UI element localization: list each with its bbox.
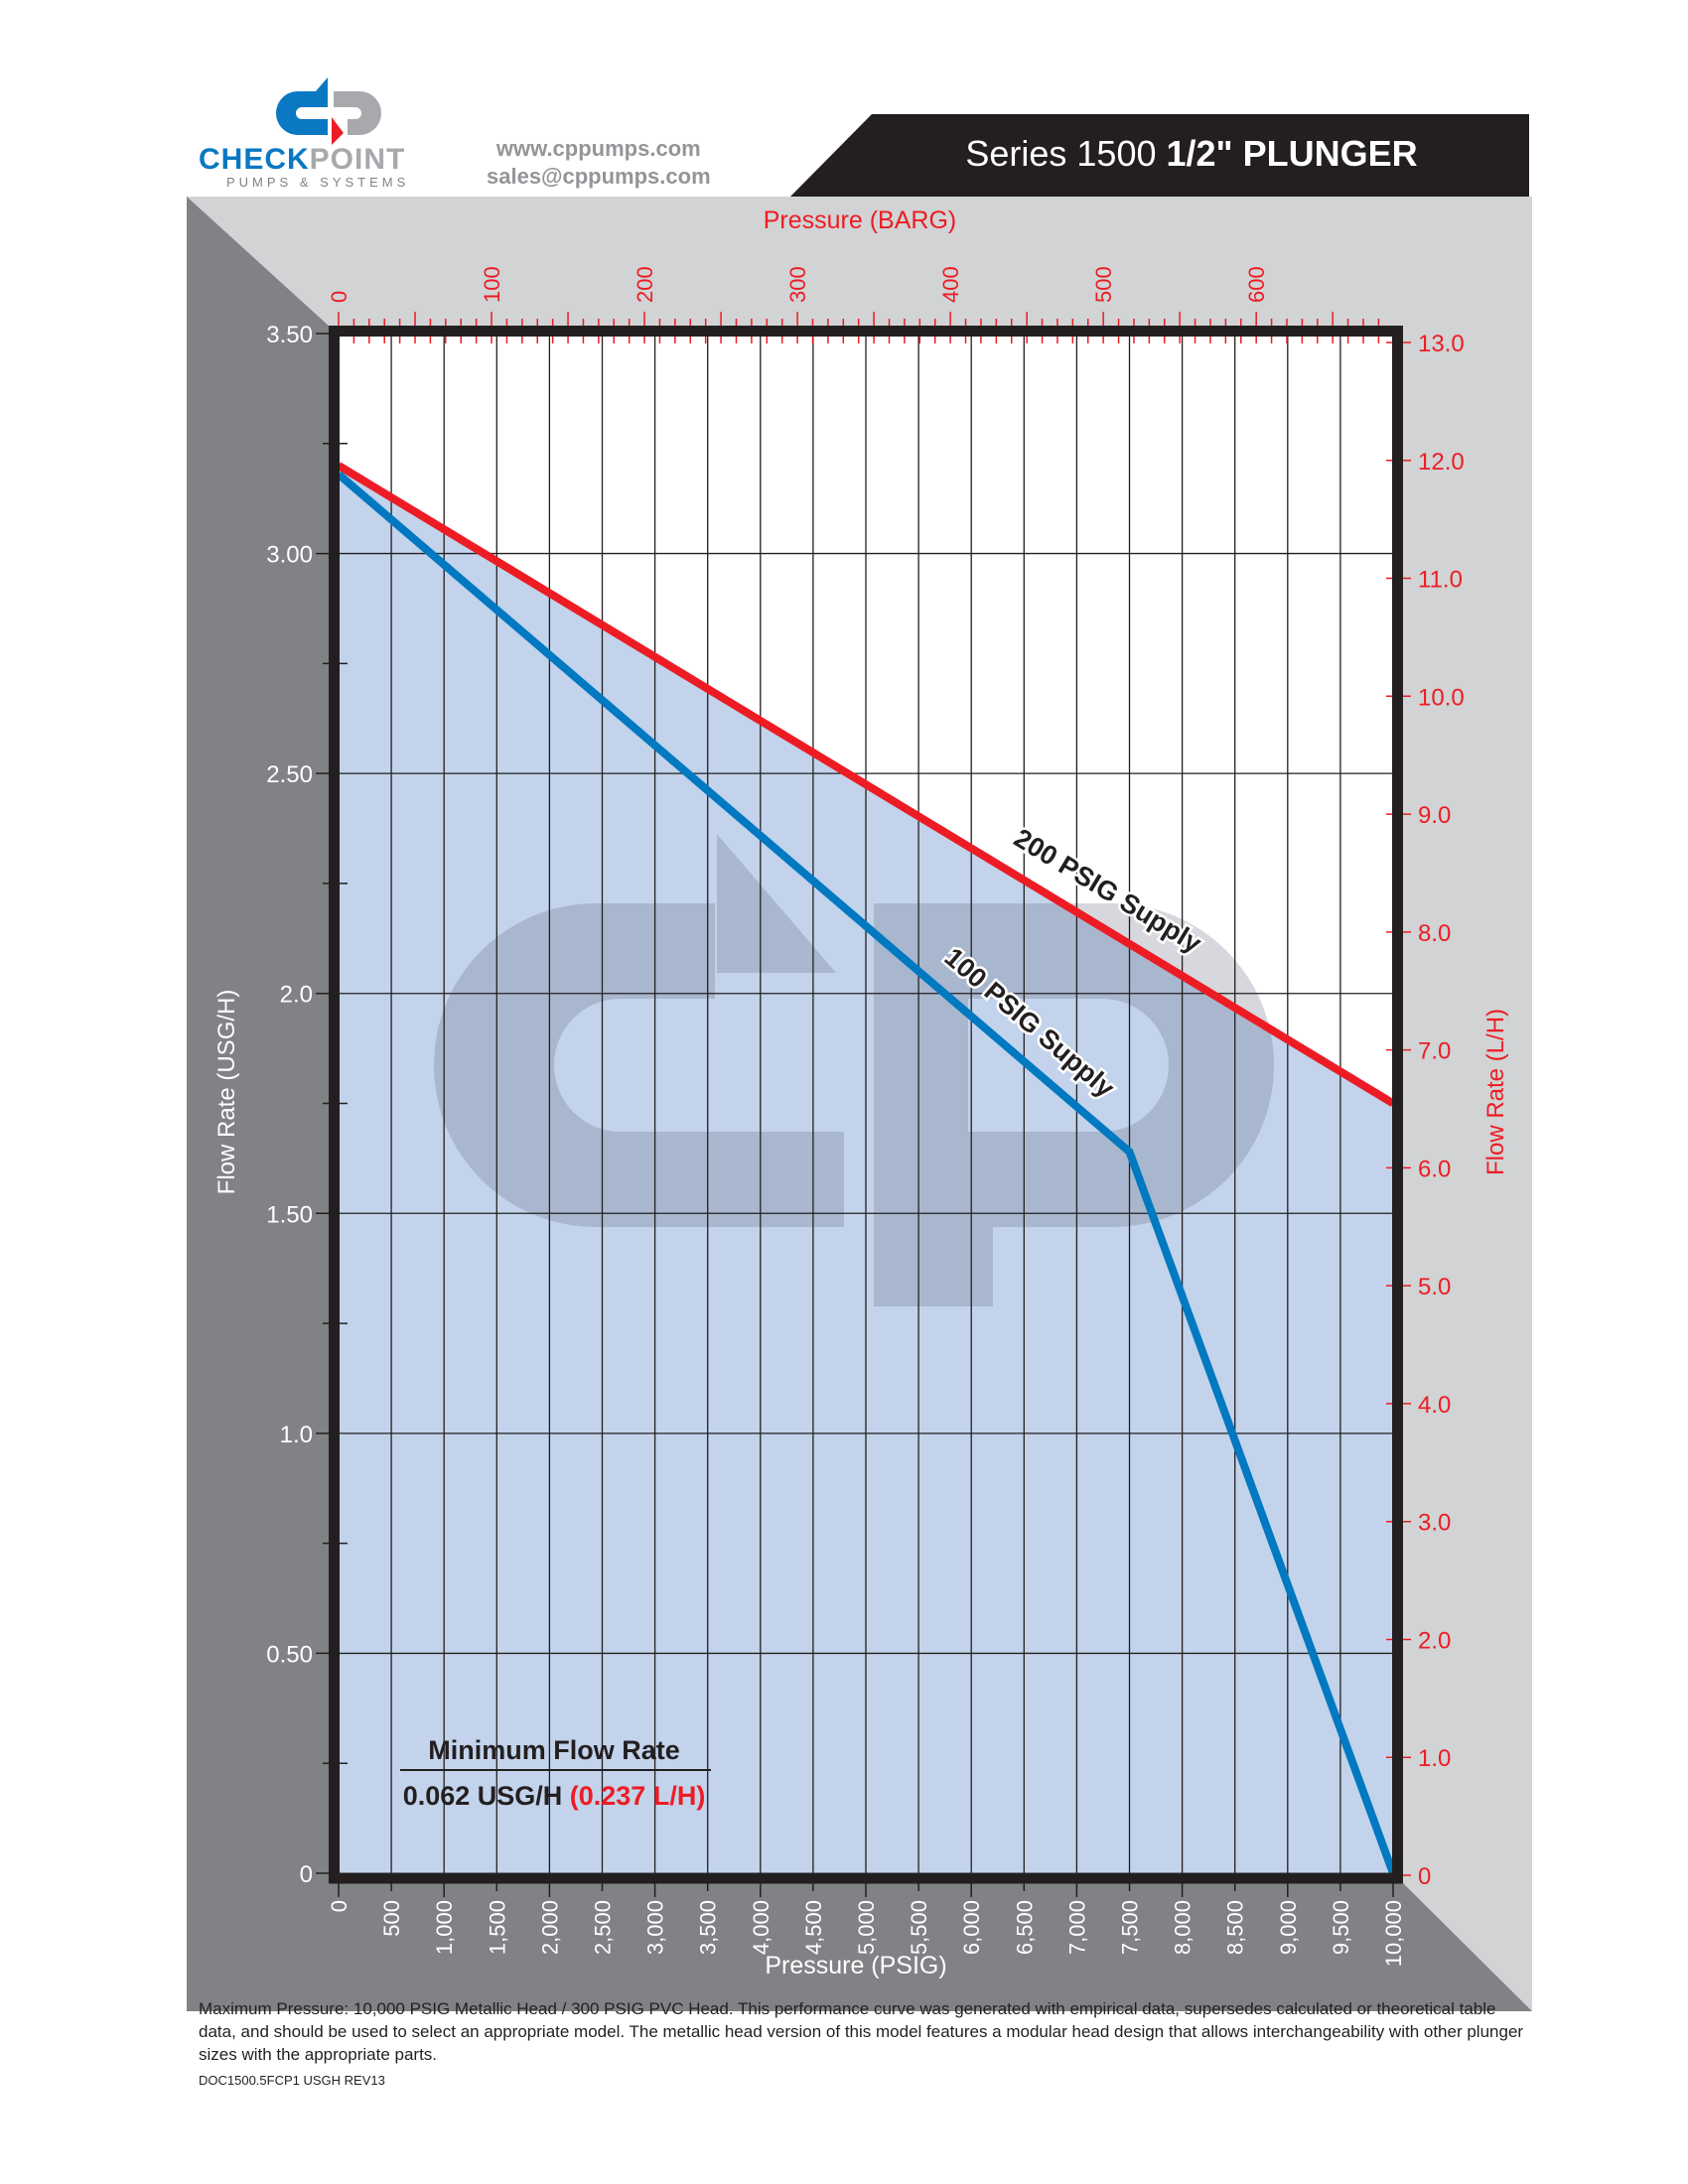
x-tick-label: 0: [327, 1900, 352, 1912]
y-tick-label: 1.50: [266, 1201, 313, 1228]
x2-tick-label: 200: [633, 266, 657, 303]
y2-tick-label: 9.0: [1418, 802, 1451, 829]
x-tick-label: 8,500: [1223, 1900, 1248, 1955]
y-tick-label: 0.50: [266, 1641, 313, 1668]
brand-part-1: CHECK: [199, 143, 310, 176]
y2-tick-label: 13.0: [1418, 331, 1465, 357]
x-tick-label: 4,000: [749, 1900, 774, 1955]
x-tick-label: 7,500: [1118, 1900, 1143, 1955]
brand-logo-text: CHECKPOINT: [199, 143, 405, 177]
y-tick-label: 2.50: [266, 761, 313, 788]
x-tick-label: 3,500: [696, 1900, 721, 1955]
x-tick-label: 6,000: [959, 1900, 984, 1955]
x-tick-label: 8,000: [1171, 1900, 1196, 1955]
y2-axis-title: Flow Rate (L/H): [1482, 1009, 1509, 1175]
x2-tick-label: 400: [938, 266, 963, 303]
min-flow-value: 0.062 USG/H (0.237 L/H): [403, 1781, 706, 1811]
footer-note: Maximum Pressure: 10,000 PSIG Metallic H…: [199, 1999, 1524, 2064]
y-tick-label: 3.00: [266, 542, 313, 569]
y2-tick-label: 12.0: [1418, 449, 1465, 476]
contact-info: www.cppumps.com sales@cppumps.com: [487, 135, 711, 191]
y-axis-title: Flow Rate (USG/H): [213, 990, 240, 1195]
x-tick-label: 6,500: [1012, 1900, 1037, 1955]
brand-part-2: POINT: [309, 143, 406, 176]
watermark-logo-p: [874, 903, 1274, 1306]
y2-tick-label: 0: [1418, 1863, 1431, 1890]
y-tick-label: 1.0: [280, 1422, 313, 1448]
y2-tick-label: 3.0: [1418, 1510, 1451, 1537]
x-tick-label: 3,000: [643, 1900, 668, 1955]
x-tick-label: 1,000: [432, 1900, 457, 1955]
x-tick-label: 9,500: [1329, 1900, 1353, 1955]
x2-tick-label: 500: [1091, 266, 1116, 303]
logo-icon: [276, 77, 381, 145]
title-banner: [790, 114, 1529, 197]
x-tick-label: 9,000: [1276, 1900, 1301, 1955]
x-tick-label: 500: [379, 1900, 404, 1937]
x2-axis-title: Pressure (BARG): [764, 206, 956, 234]
x-tick-label: 7,000: [1064, 1900, 1089, 1955]
website-link[interactable]: www.cppumps.com: [495, 136, 701, 161]
x2-tick-label: 100: [480, 266, 504, 303]
page-title: Series 1500 1/2" PLUNGER: [894, 133, 1489, 175]
x-tick-label: 5,500: [907, 1900, 931, 1955]
y-tick-label: 2.0: [280, 982, 313, 1009]
watermark-logo-c: [434, 834, 844, 1227]
x-tick-label: 10,000: [1381, 1900, 1406, 1967]
title-prefix: Series 1500: [965, 133, 1157, 174]
plot-frame: [329, 326, 1403, 1884]
x2-tick-label: 600: [1244, 266, 1269, 303]
min-flow-title: Minimum Flow Rate: [428, 1735, 680, 1765]
x-tick-label: 1,500: [485, 1900, 509, 1955]
y2-tick-label: 4.0: [1418, 1392, 1451, 1419]
min-flow-usg: 0.062 USG/H: [403, 1781, 570, 1811]
x2-tick-label: 300: [785, 266, 810, 303]
x2-tick-label: 0: [327, 291, 352, 303]
doc-code: DOC1500.5FCP1 USGH REV13: [199, 2073, 385, 2088]
min-flow-lh: (0.237 L/H): [570, 1781, 706, 1811]
x-tick-label: 4,500: [801, 1900, 826, 1955]
y-tick-label: 0: [300, 1861, 313, 1888]
y2-tick-label: 11.0: [1418, 567, 1463, 594]
y2-tick-label: 6.0: [1418, 1156, 1451, 1182]
y2-tick-label: 1.0: [1418, 1745, 1451, 1772]
y2-tick-label: 8.0: [1418, 920, 1451, 947]
title-bold: 1/2" PLUNGER: [1166, 133, 1418, 174]
panel-dark: [187, 197, 1532, 2011]
series-line-100-psig: [336, 471, 1397, 1875]
y2-tick-label: 5.0: [1418, 1274, 1451, 1300]
x-tick-label: 2,000: [537, 1900, 562, 1955]
brand-tagline: PUMPS & SYSTEMS: [226, 175, 410, 190]
y2-tick-label: 10.0: [1418, 684, 1465, 711]
y-tick-label: 3.50: [266, 322, 313, 348]
email-link[interactable]: sales@cppumps.com: [487, 164, 711, 189]
x-tick-label: 5,000: [854, 1900, 879, 1955]
x-axis-title: Pressure (PSIG): [765, 1952, 946, 1979]
x-tick-label: 2,500: [591, 1900, 616, 1955]
series-line-200-psig: [336, 462, 1396, 1107]
y2-tick-label: 7.0: [1418, 1038, 1451, 1065]
y2-tick-label: 2.0: [1418, 1627, 1451, 1654]
